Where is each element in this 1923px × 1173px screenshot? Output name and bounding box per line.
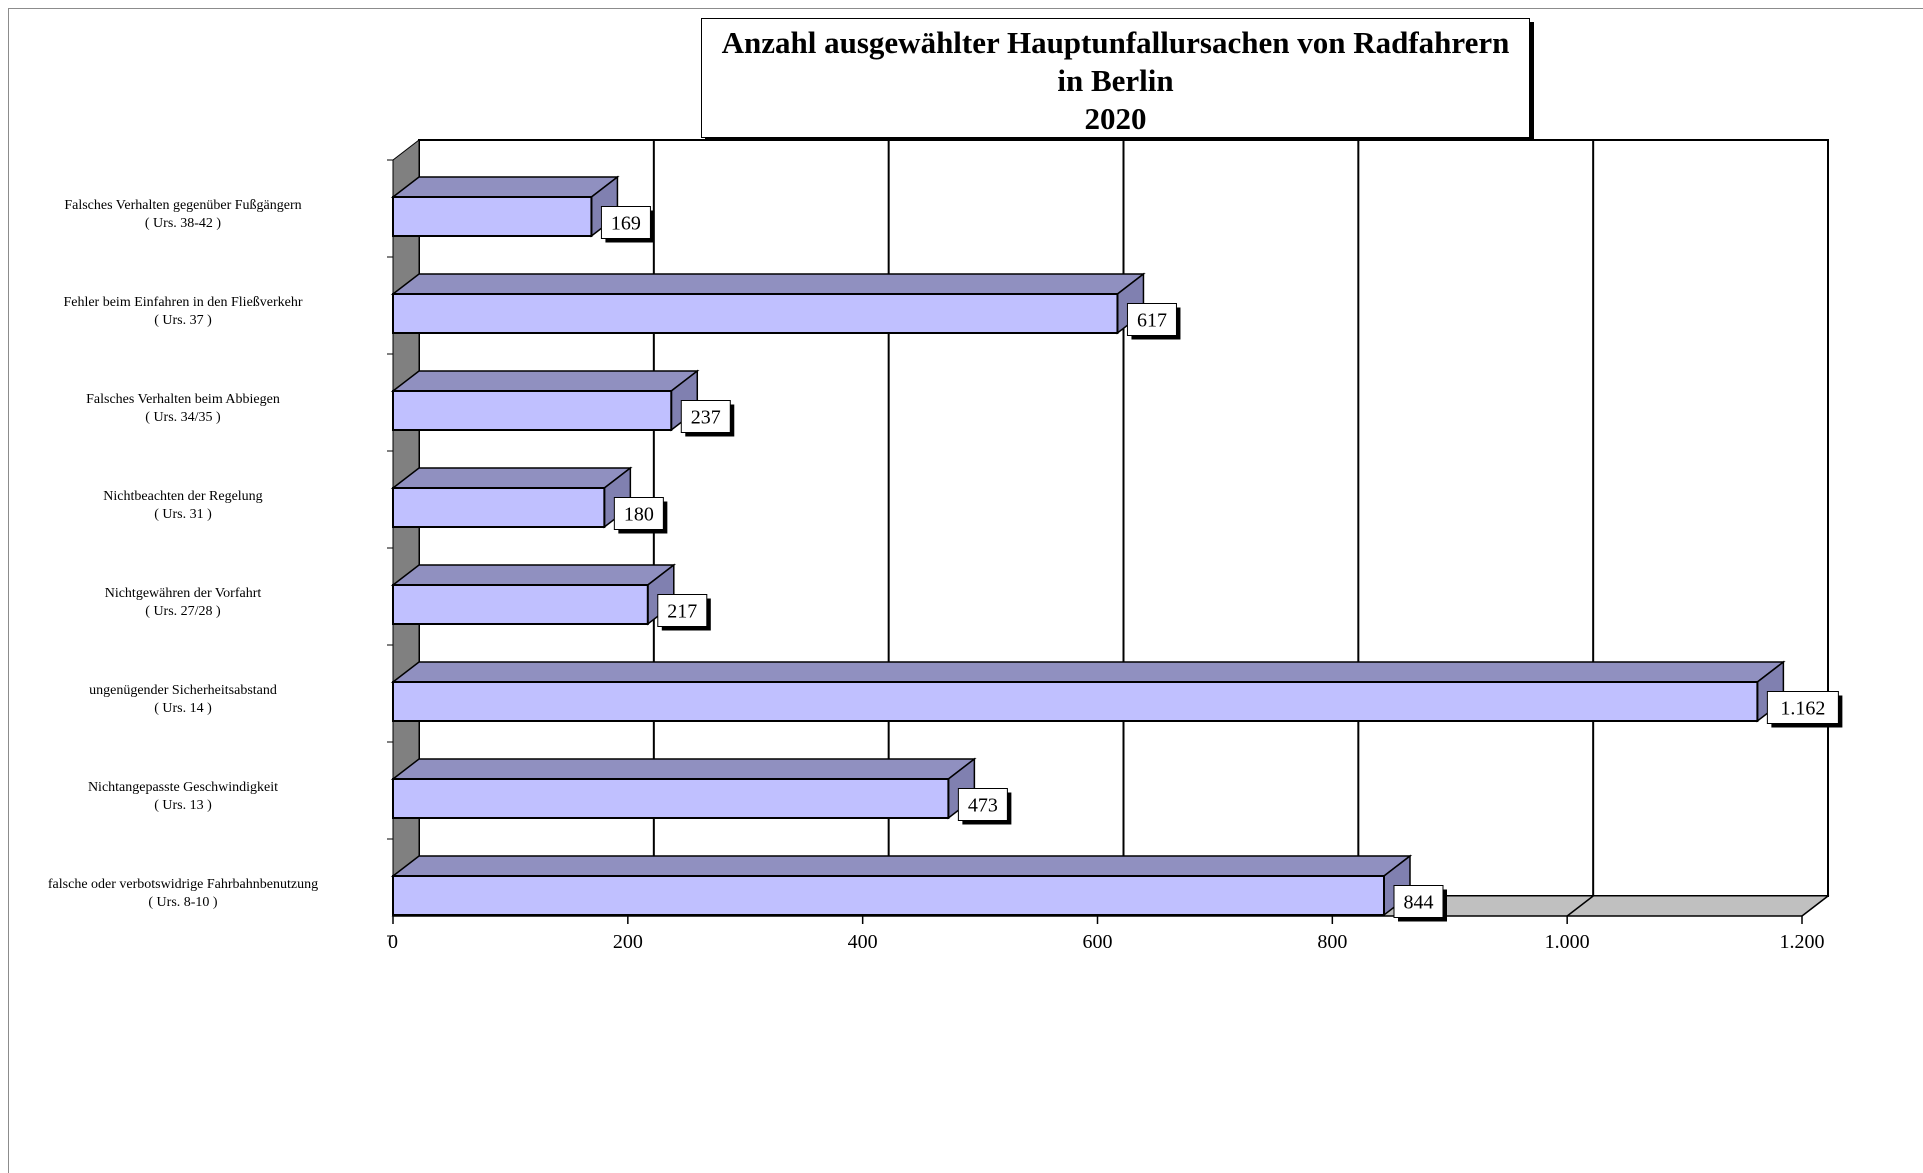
bar [392,487,606,528]
bar-top-face [390,758,977,780]
bar-top-face [390,273,1146,295]
category-name: Fehler beim Einfahren in den Fließverkeh… [63,294,303,310]
data-label-box [600,206,651,239]
category-name: Nichtbeachten der Regelung [103,488,263,504]
category-code: ( Urs. 27/28 ) [145,603,221,619]
data-label: 237 [691,407,721,429]
category-label: Nichtgewähren der Vorfahrt ( Urs. 27/28 ) [3,585,363,621]
data-label: 844 [1403,892,1433,914]
bar-top-face [390,564,676,586]
bar-top-face [390,855,1413,877]
x-tick-label: 1.000 [1545,931,1590,953]
category-code: ( Urs. 13 ) [154,797,212,813]
data-label-box [1126,303,1177,336]
bar [392,293,1119,334]
floor-gridline [1566,895,1594,917]
data-label: 473 [968,795,998,817]
x-tick-label: 200 [613,931,643,953]
category-code: ( Urs. 37 ) [154,312,212,328]
bar [392,390,673,431]
chart-title-line-1: Anzahl ausgewählter Hauptunfallursachen … [721,25,1510,60]
x-tick-label: 0 [388,931,398,953]
category-label: ungenügender Sicherheitsabstand ( Urs. 14… [3,682,363,718]
category-label: Nichtangepasste Geschwindigkeit ( Urs. 13… [3,779,363,815]
category-name: Falsches Verhalten beim Abbiegen [86,391,280,407]
data-label-box [613,497,664,530]
bar [392,196,593,237]
category-code: ( Urs. 34/35 ) [145,409,221,425]
category-name: Nichtgewähren der Vorfahrt [104,585,262,601]
bar [392,778,950,819]
chart-title-line-2: in Berlin [1057,63,1174,98]
chart-title-line-3: 2020 [1084,101,1147,136]
bar-top-face [390,176,620,198]
data-label-box [657,594,708,627]
category-name: ungenügender Sicherheitsabstand [89,682,277,698]
data-label: 1.162 [1780,698,1825,720]
bar [392,584,649,625]
chart-title: Anzahl ausgewählter Hauptunfallursachen … [701,18,1530,138]
category-code: ( Urs. 31 ) [154,506,212,522]
x-tick-label: 400 [848,931,878,953]
data-label-box [957,788,1008,821]
data-label: 617 [1137,310,1167,332]
chart-frame [8,8,1923,1173]
data-label-box [1393,885,1444,918]
category-code: ( Urs. 14 ) [154,700,212,716]
category-label: Falsches Verhalten beim Abbiegen ( Urs. 3… [3,391,363,427]
category-code: ( Urs. 8-10 ) [148,894,218,910]
x-tick-label: 800 [1317,931,1347,953]
floor-gridline [1801,895,1829,917]
x-tick-label: 1.200 [1780,931,1825,953]
bar-top-face [390,467,633,489]
data-label: 169 [611,213,641,235]
x-tick-label: 600 [1083,931,1113,953]
category-label: falsche oder verbotswidrige Fahrbahnbenu… [3,876,363,912]
bar-top-face [390,370,700,392]
bar-top-face [390,661,1786,683]
category-label: Falsches Verhalten gegenüber Fußgängern (… [3,197,363,233]
category-name: Falsches Verhalten gegenüber Fußgängern [64,197,302,213]
category-label: Nichtbeachten der Regelung ( Urs. 31 ) [3,488,363,524]
category-name: falsche oder verbotswidrige Fahrbahnbenu… [47,876,319,892]
bar [392,875,1385,916]
data-label: 180 [624,504,654,526]
data-label-box [1766,691,1839,724]
data-label-box [680,400,731,433]
category-name: Nichtangepasste Geschwindigkeit [87,779,279,795]
category-code: ( Urs. 38-42 ) [144,215,222,231]
category-label: Fehler beim Einfahren in den Fließverkeh… [3,294,363,330]
bar [392,681,1759,722]
data-label: 217 [667,601,697,623]
